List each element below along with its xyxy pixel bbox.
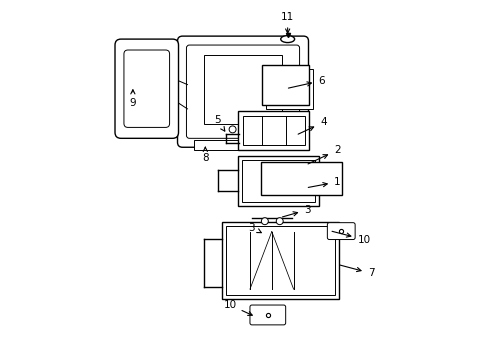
Bar bbox=[265, 69, 313, 109]
FancyBboxPatch shape bbox=[326, 223, 354, 239]
Bar bbox=[225, 226, 335, 295]
Bar bbox=[262, 65, 309, 105]
Text: 3: 3 bbox=[282, 205, 310, 217]
FancyBboxPatch shape bbox=[249, 305, 285, 325]
Ellipse shape bbox=[280, 36, 294, 42]
FancyBboxPatch shape bbox=[177, 36, 308, 147]
Text: 9: 9 bbox=[129, 90, 136, 108]
Text: 10: 10 bbox=[223, 300, 252, 315]
Bar bbox=[204, 55, 281, 125]
Text: 2: 2 bbox=[307, 145, 340, 164]
Bar bbox=[222, 222, 339, 299]
Text: 11: 11 bbox=[281, 12, 294, 33]
Bar bbox=[260, 162, 342, 195]
Bar bbox=[194, 140, 291, 150]
FancyBboxPatch shape bbox=[115, 39, 178, 138]
Text: 5: 5 bbox=[213, 116, 224, 131]
FancyBboxPatch shape bbox=[123, 50, 169, 127]
Bar bbox=[243, 116, 304, 145]
Text: 4: 4 bbox=[298, 117, 326, 134]
Bar bbox=[238, 156, 319, 206]
Text: 7: 7 bbox=[339, 265, 373, 278]
Bar bbox=[242, 160, 315, 202]
Text: 3: 3 bbox=[248, 222, 261, 233]
Text: 10: 10 bbox=[331, 231, 370, 244]
Text: 8: 8 bbox=[202, 147, 208, 163]
Circle shape bbox=[276, 218, 283, 225]
Text: 1: 1 bbox=[307, 177, 340, 188]
Text: 6: 6 bbox=[288, 76, 324, 88]
Circle shape bbox=[229, 126, 236, 133]
Circle shape bbox=[261, 218, 268, 225]
FancyBboxPatch shape bbox=[186, 45, 299, 138]
Bar bbox=[238, 111, 309, 150]
